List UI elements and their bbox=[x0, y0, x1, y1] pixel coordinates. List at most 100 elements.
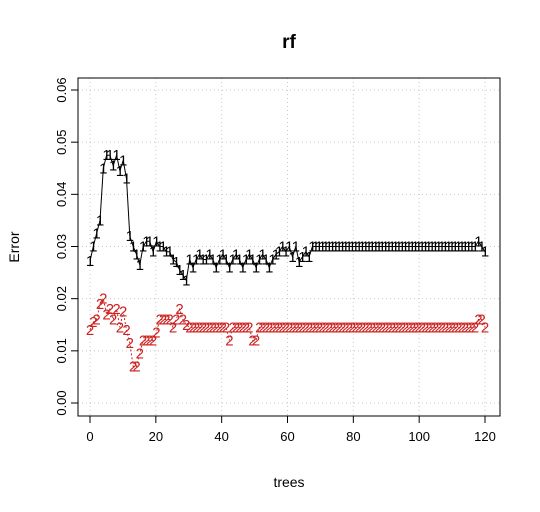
data-point: 1 bbox=[255, 252, 263, 269]
data-point: 2 bbox=[371, 319, 379, 336]
data-point: 1 bbox=[195, 246, 203, 263]
data-point: 2 bbox=[458, 319, 466, 336]
data-point: 1 bbox=[169, 252, 177, 269]
data-point: 2 bbox=[481, 319, 489, 336]
data-point: 2 bbox=[248, 332, 256, 349]
data-point: 2 bbox=[408, 319, 416, 336]
data-point: 2 bbox=[351, 319, 359, 336]
data-point: 2 bbox=[478, 312, 486, 329]
data-point: 2 bbox=[318, 319, 326, 336]
data-point: 1 bbox=[438, 239, 446, 256]
series-layer: 1111111111111111111111111111111111111111… bbox=[86, 147, 489, 375]
data-point: 1 bbox=[315, 239, 323, 256]
data-point: 2 bbox=[295, 319, 303, 336]
data-point: 2 bbox=[438, 319, 446, 336]
data-point: 2 bbox=[275, 319, 283, 336]
data-point: 1 bbox=[152, 233, 160, 250]
data-point: 2 bbox=[116, 319, 124, 336]
data-point: 2 bbox=[338, 319, 346, 336]
data-point: 1 bbox=[325, 239, 333, 256]
data-point: 1 bbox=[351, 239, 359, 256]
data-point: 2 bbox=[391, 319, 399, 336]
data-point: 2 bbox=[282, 319, 290, 336]
x-tick-label: 0 bbox=[86, 429, 93, 444]
data-point: 1 bbox=[341, 239, 349, 256]
data-point: 2 bbox=[132, 359, 140, 376]
data-point: 1 bbox=[275, 244, 283, 261]
data-point: 1 bbox=[302, 244, 310, 261]
data-point: 1 bbox=[405, 239, 413, 256]
x-axis-label: trees bbox=[273, 474, 304, 490]
data-point: 2 bbox=[421, 319, 429, 336]
data-point: 2 bbox=[139, 332, 147, 349]
data-point: 2 bbox=[182, 317, 190, 334]
y-axis-label: Error bbox=[6, 231, 22, 262]
data-point: 1 bbox=[166, 244, 174, 261]
x-tick-label: 80 bbox=[346, 429, 360, 444]
data-point: 2 bbox=[424, 319, 432, 336]
data-point: 1 bbox=[262, 252, 270, 269]
data-point: 1 bbox=[381, 239, 389, 256]
data-point: 2 bbox=[166, 312, 174, 329]
x-tick-label: 120 bbox=[474, 429, 496, 444]
data-point: 2 bbox=[225, 332, 233, 349]
data-point: 1 bbox=[122, 171, 130, 188]
data-point: 1 bbox=[285, 239, 293, 256]
data-point: 1 bbox=[481, 244, 489, 261]
data-point: 1 bbox=[192, 252, 200, 269]
y-tick-label: 0.01 bbox=[54, 338, 69, 363]
data-point: 1 bbox=[361, 239, 369, 256]
data-point: 1 bbox=[202, 252, 210, 269]
data-point: 2 bbox=[152, 325, 160, 342]
data-point: 2 bbox=[365, 319, 373, 336]
data-point: 2 bbox=[428, 319, 436, 336]
data-point: 1 bbox=[335, 239, 343, 256]
data-point: 1 bbox=[348, 239, 356, 256]
data-point: 1 bbox=[156, 239, 164, 256]
series-line bbox=[89, 297, 486, 367]
data-point: 1 bbox=[298, 249, 306, 266]
data-point: 2 bbox=[328, 319, 336, 336]
data-point: 2 bbox=[195, 319, 203, 336]
data-point: 2 bbox=[245, 319, 253, 336]
series-line bbox=[89, 153, 486, 282]
data-point: 2 bbox=[381, 319, 389, 336]
data-point: 1 bbox=[451, 239, 459, 256]
data-point: 1 bbox=[385, 239, 393, 256]
data-point: 2 bbox=[451, 319, 459, 336]
data-point: 2 bbox=[89, 314, 97, 331]
data-point: 2 bbox=[345, 319, 353, 336]
data-point: 2 bbox=[109, 312, 117, 329]
data-point: 1 bbox=[109, 158, 117, 175]
data-point: 1 bbox=[318, 239, 326, 256]
data-point: 2 bbox=[265, 319, 273, 336]
data-point: 2 bbox=[202, 319, 210, 336]
y-tick-label: 0.05 bbox=[54, 130, 69, 155]
data-point: 1 bbox=[242, 252, 250, 269]
data-point: 2 bbox=[129, 359, 137, 376]
data-point: 2 bbox=[205, 319, 213, 336]
data-point: 1 bbox=[239, 259, 247, 276]
data-point: 1 bbox=[142, 233, 150, 250]
data-point: 2 bbox=[418, 319, 426, 336]
data-point: 1 bbox=[146, 233, 154, 250]
data-point: 2 bbox=[285, 319, 293, 336]
data-point: 2 bbox=[358, 319, 366, 336]
data-point: 1 bbox=[312, 239, 320, 256]
data-point: 2 bbox=[471, 319, 479, 336]
data-point: 1 bbox=[225, 259, 233, 276]
x-tick-label: 40 bbox=[214, 429, 228, 444]
data-point: 1 bbox=[464, 239, 472, 256]
data-point: 1 bbox=[421, 239, 429, 256]
data-point: 1 bbox=[428, 239, 436, 256]
data-point: 2 bbox=[136, 345, 144, 362]
data-point: 1 bbox=[328, 239, 336, 256]
data-point: 1 bbox=[179, 267, 187, 284]
data-point: 1 bbox=[331, 239, 339, 256]
data-point: 1 bbox=[162, 244, 170, 261]
chart-title: rf bbox=[282, 32, 296, 53]
data-point: 2 bbox=[401, 319, 409, 336]
data-point: 2 bbox=[212, 319, 220, 336]
